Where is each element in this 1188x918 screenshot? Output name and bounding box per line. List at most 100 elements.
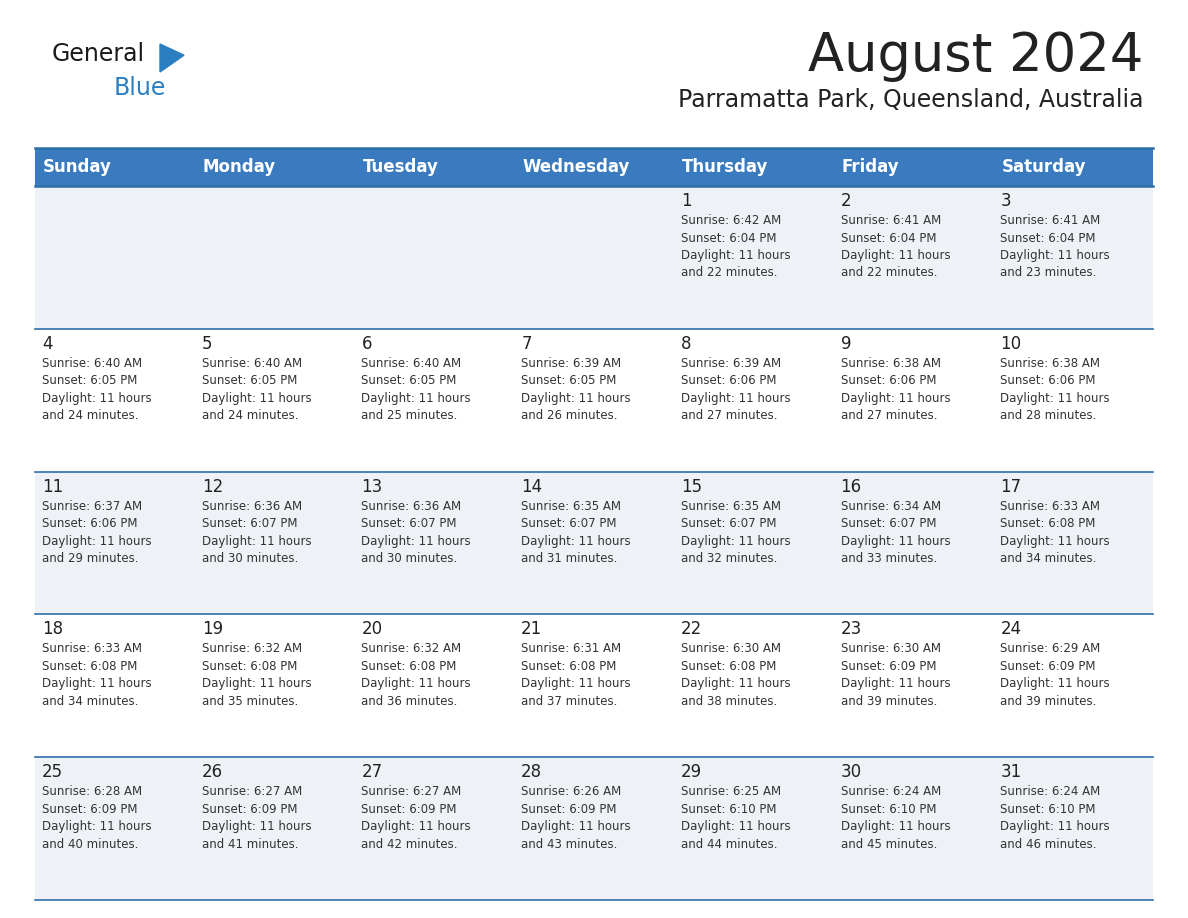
Text: 5: 5 xyxy=(202,335,213,353)
Text: Sunset: 6:07 PM: Sunset: 6:07 PM xyxy=(522,517,617,530)
Text: Daylight: 11 hours: Daylight: 11 hours xyxy=(202,392,311,405)
Text: 11: 11 xyxy=(42,477,63,496)
Text: Sunrise: 6:35 AM: Sunrise: 6:35 AM xyxy=(522,499,621,512)
Text: Sunrise: 6:39 AM: Sunrise: 6:39 AM xyxy=(681,357,781,370)
Text: and 34 minutes.: and 34 minutes. xyxy=(1000,552,1097,565)
Text: Sunrise: 6:38 AM: Sunrise: 6:38 AM xyxy=(1000,357,1100,370)
Text: Sunset: 6:08 PM: Sunset: 6:08 PM xyxy=(522,660,617,673)
Text: 9: 9 xyxy=(841,335,851,353)
Text: Sunrise: 6:32 AM: Sunrise: 6:32 AM xyxy=(361,643,462,655)
Text: Daylight: 11 hours: Daylight: 11 hours xyxy=(42,820,152,834)
Text: Sunset: 6:06 PM: Sunset: 6:06 PM xyxy=(42,517,138,530)
Text: Sunrise: 6:30 AM: Sunrise: 6:30 AM xyxy=(681,643,781,655)
Text: Sunset: 6:06 PM: Sunset: 6:06 PM xyxy=(1000,375,1095,387)
Text: Sunset: 6:09 PM: Sunset: 6:09 PM xyxy=(202,802,297,816)
Text: and 34 minutes.: and 34 minutes. xyxy=(42,695,138,708)
Text: Sunset: 6:09 PM: Sunset: 6:09 PM xyxy=(42,802,138,816)
Text: 31: 31 xyxy=(1000,763,1022,781)
Text: and 42 minutes.: and 42 minutes. xyxy=(361,838,457,851)
Text: 25: 25 xyxy=(42,763,63,781)
Text: and 37 minutes.: and 37 minutes. xyxy=(522,695,618,708)
Text: Daylight: 11 hours: Daylight: 11 hours xyxy=(42,392,152,405)
Text: 22: 22 xyxy=(681,621,702,638)
Text: Sunset: 6:05 PM: Sunset: 6:05 PM xyxy=(42,375,138,387)
Text: Sunrise: 6:24 AM: Sunrise: 6:24 AM xyxy=(1000,785,1100,798)
Text: 20: 20 xyxy=(361,621,383,638)
Text: 30: 30 xyxy=(841,763,861,781)
Text: Sunrise: 6:25 AM: Sunrise: 6:25 AM xyxy=(681,785,781,798)
Text: Sunset: 6:08 PM: Sunset: 6:08 PM xyxy=(42,660,138,673)
Text: Sunrise: 6:34 AM: Sunrise: 6:34 AM xyxy=(841,499,941,512)
Text: Friday: Friday xyxy=(841,158,899,176)
Text: and 23 minutes.: and 23 minutes. xyxy=(1000,266,1097,279)
Text: 23: 23 xyxy=(841,621,861,638)
Text: 4: 4 xyxy=(42,335,52,353)
Text: Sunset: 6:10 PM: Sunset: 6:10 PM xyxy=(681,802,776,816)
Text: Daylight: 11 hours: Daylight: 11 hours xyxy=(522,392,631,405)
Text: Parramatta Park, Queensland, Australia: Parramatta Park, Queensland, Australia xyxy=(677,88,1143,112)
Text: Sunrise: 6:24 AM: Sunrise: 6:24 AM xyxy=(841,785,941,798)
Text: and 30 minutes.: and 30 minutes. xyxy=(361,552,457,565)
Text: Daylight: 11 hours: Daylight: 11 hours xyxy=(361,534,472,548)
Text: Daylight: 11 hours: Daylight: 11 hours xyxy=(841,820,950,834)
Text: Sunset: 6:04 PM: Sunset: 6:04 PM xyxy=(1000,231,1095,244)
Text: 10: 10 xyxy=(1000,335,1022,353)
Text: Sunrise: 6:31 AM: Sunrise: 6:31 AM xyxy=(522,643,621,655)
Text: Sunset: 6:07 PM: Sunset: 6:07 PM xyxy=(361,517,457,530)
Text: and 22 minutes.: and 22 minutes. xyxy=(841,266,937,279)
Text: Daylight: 11 hours: Daylight: 11 hours xyxy=(42,534,152,548)
Text: Sunrise: 6:33 AM: Sunrise: 6:33 AM xyxy=(1000,499,1100,512)
Text: 3: 3 xyxy=(1000,192,1011,210)
Text: Sunrise: 6:27 AM: Sunrise: 6:27 AM xyxy=(202,785,302,798)
Text: and 43 minutes.: and 43 minutes. xyxy=(522,838,618,851)
Text: Daylight: 11 hours: Daylight: 11 hours xyxy=(841,677,950,690)
Text: Daylight: 11 hours: Daylight: 11 hours xyxy=(1000,392,1110,405)
Text: Sunrise: 6:36 AM: Sunrise: 6:36 AM xyxy=(202,499,302,512)
Text: and 31 minutes.: and 31 minutes. xyxy=(522,552,618,565)
Text: August 2024: August 2024 xyxy=(808,30,1143,82)
Text: Sunset: 6:10 PM: Sunset: 6:10 PM xyxy=(1000,802,1095,816)
Text: 13: 13 xyxy=(361,477,383,496)
Text: Daylight: 11 hours: Daylight: 11 hours xyxy=(681,677,790,690)
Text: Sunrise: 6:40 AM: Sunrise: 6:40 AM xyxy=(202,357,302,370)
Text: Thursday: Thursday xyxy=(682,158,769,176)
Text: Sunrise: 6:41 AM: Sunrise: 6:41 AM xyxy=(1000,214,1100,227)
Text: Sunrise: 6:42 AM: Sunrise: 6:42 AM xyxy=(681,214,781,227)
Text: Daylight: 11 hours: Daylight: 11 hours xyxy=(841,392,950,405)
Text: and 25 minutes.: and 25 minutes. xyxy=(361,409,457,422)
Text: 27: 27 xyxy=(361,763,383,781)
Text: Sunrise: 6:32 AM: Sunrise: 6:32 AM xyxy=(202,643,302,655)
Bar xyxy=(834,148,993,186)
Text: Daylight: 11 hours: Daylight: 11 hours xyxy=(1000,534,1110,548)
Text: and 36 minutes.: and 36 minutes. xyxy=(361,695,457,708)
Text: Sunset: 6:07 PM: Sunset: 6:07 PM xyxy=(681,517,776,530)
Text: Sunset: 6:05 PM: Sunset: 6:05 PM xyxy=(202,375,297,387)
Text: and 44 minutes.: and 44 minutes. xyxy=(681,838,777,851)
Text: Sunset: 6:10 PM: Sunset: 6:10 PM xyxy=(841,802,936,816)
Text: Daylight: 11 hours: Daylight: 11 hours xyxy=(1000,820,1110,834)
Text: Daylight: 11 hours: Daylight: 11 hours xyxy=(42,677,152,690)
Text: 2: 2 xyxy=(841,192,851,210)
Text: Sunrise: 6:41 AM: Sunrise: 6:41 AM xyxy=(841,214,941,227)
Bar xyxy=(34,186,1154,329)
Text: and 39 minutes.: and 39 minutes. xyxy=(841,695,937,708)
Text: 24: 24 xyxy=(1000,621,1022,638)
Text: Daylight: 11 hours: Daylight: 11 hours xyxy=(361,820,472,834)
Text: Daylight: 11 hours: Daylight: 11 hours xyxy=(681,392,790,405)
Bar xyxy=(34,329,1154,472)
Text: and 33 minutes.: and 33 minutes. xyxy=(841,552,937,565)
Text: 17: 17 xyxy=(1000,477,1022,496)
Text: Daylight: 11 hours: Daylight: 11 hours xyxy=(681,249,790,262)
Text: and 39 minutes.: and 39 minutes. xyxy=(1000,695,1097,708)
Text: 6: 6 xyxy=(361,335,372,353)
Text: Daylight: 11 hours: Daylight: 11 hours xyxy=(522,534,631,548)
Text: and 45 minutes.: and 45 minutes. xyxy=(841,838,937,851)
Text: 8: 8 xyxy=(681,335,691,353)
Text: and 27 minutes.: and 27 minutes. xyxy=(841,409,937,422)
Text: Daylight: 11 hours: Daylight: 11 hours xyxy=(361,392,472,405)
Text: and 30 minutes.: and 30 minutes. xyxy=(202,552,298,565)
Text: 15: 15 xyxy=(681,477,702,496)
Text: Sunset: 6:04 PM: Sunset: 6:04 PM xyxy=(841,231,936,244)
Text: Sunrise: 6:30 AM: Sunrise: 6:30 AM xyxy=(841,643,941,655)
Text: 19: 19 xyxy=(202,621,223,638)
